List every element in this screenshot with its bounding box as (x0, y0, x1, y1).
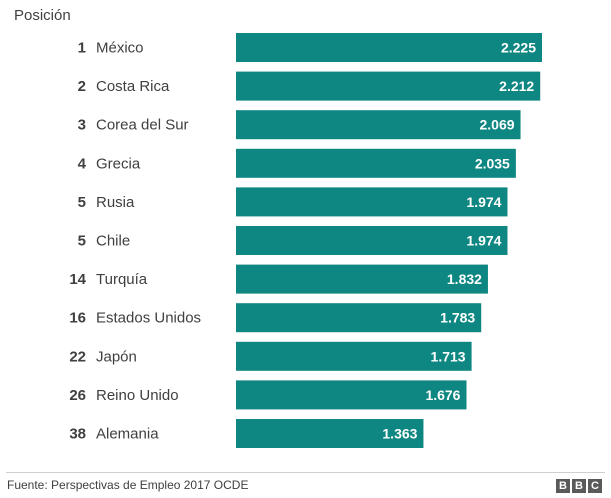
country-label: Japón (96, 348, 137, 365)
country-label: Reino Unido (96, 387, 179, 404)
country-label: México (96, 40, 144, 57)
country-label: Estados Unidos (96, 310, 201, 327)
bar (236, 71, 541, 101)
country-label: Chile (96, 233, 130, 250)
value-label: 1.832 (447, 271, 482, 287)
bbc-logo: B B C (556, 479, 602, 493)
value-label: 2.069 (479, 117, 514, 133)
rank-column-header: Posición (14, 7, 71, 24)
bbc-logo-letter: B (572, 479, 586, 493)
bar (236, 419, 424, 448)
value-label: 2.035 (475, 155, 510, 171)
country-label: Rusia (96, 194, 135, 211)
country-label: Alemania (96, 426, 159, 443)
country-label: Corea del Sur (96, 117, 189, 134)
bar (236, 226, 508, 255)
bar (236, 303, 482, 333)
value-label: 1.783 (440, 310, 475, 326)
rank-label: 16 (69, 310, 86, 327)
bar (236, 148, 516, 178)
rank-label: 38 (69, 426, 86, 443)
value-label: 1.974 (466, 194, 501, 210)
rank-label: 14 (69, 271, 86, 288)
rank-label: 2 (78, 78, 86, 95)
bar (236, 187, 508, 217)
source-note: Fuente: Perspectivas de Empleo 2017 OCDE (7, 478, 249, 492)
bar (236, 264, 488, 294)
bar (236, 110, 521, 140)
rank-label: 1 (78, 40, 86, 57)
country-label: Grecia (96, 155, 141, 172)
bar (236, 33, 542, 62)
value-label: 1.974 (466, 233, 501, 249)
bar (236, 341, 472, 371)
rank-label: 5 (78, 194, 86, 211)
rank-label: 26 (69, 387, 86, 404)
rank-label: 22 (69, 348, 86, 365)
bar (236, 380, 467, 410)
value-label: 1.713 (431, 348, 466, 364)
bbc-logo-letter: B (556, 479, 570, 493)
value-label: 1.676 (425, 387, 460, 403)
bar-chart: 1 México 2.225 2 Costa Rica 2.212 3 Corea del S… (69, 33, 542, 448)
country-label: Costa Rica (96, 78, 170, 95)
bbc-logo-letter: C (588, 479, 602, 493)
value-label: 1.363 (382, 426, 417, 442)
value-label: 2.212 (499, 78, 534, 94)
country-label: Turquía (96, 271, 148, 288)
footer-divider (6, 472, 605, 473)
value-label: 2.225 (501, 40, 536, 56)
rank-label: 4 (78, 155, 87, 172)
rank-label: 5 (78, 233, 86, 250)
rank-label: 3 (78, 117, 86, 134)
